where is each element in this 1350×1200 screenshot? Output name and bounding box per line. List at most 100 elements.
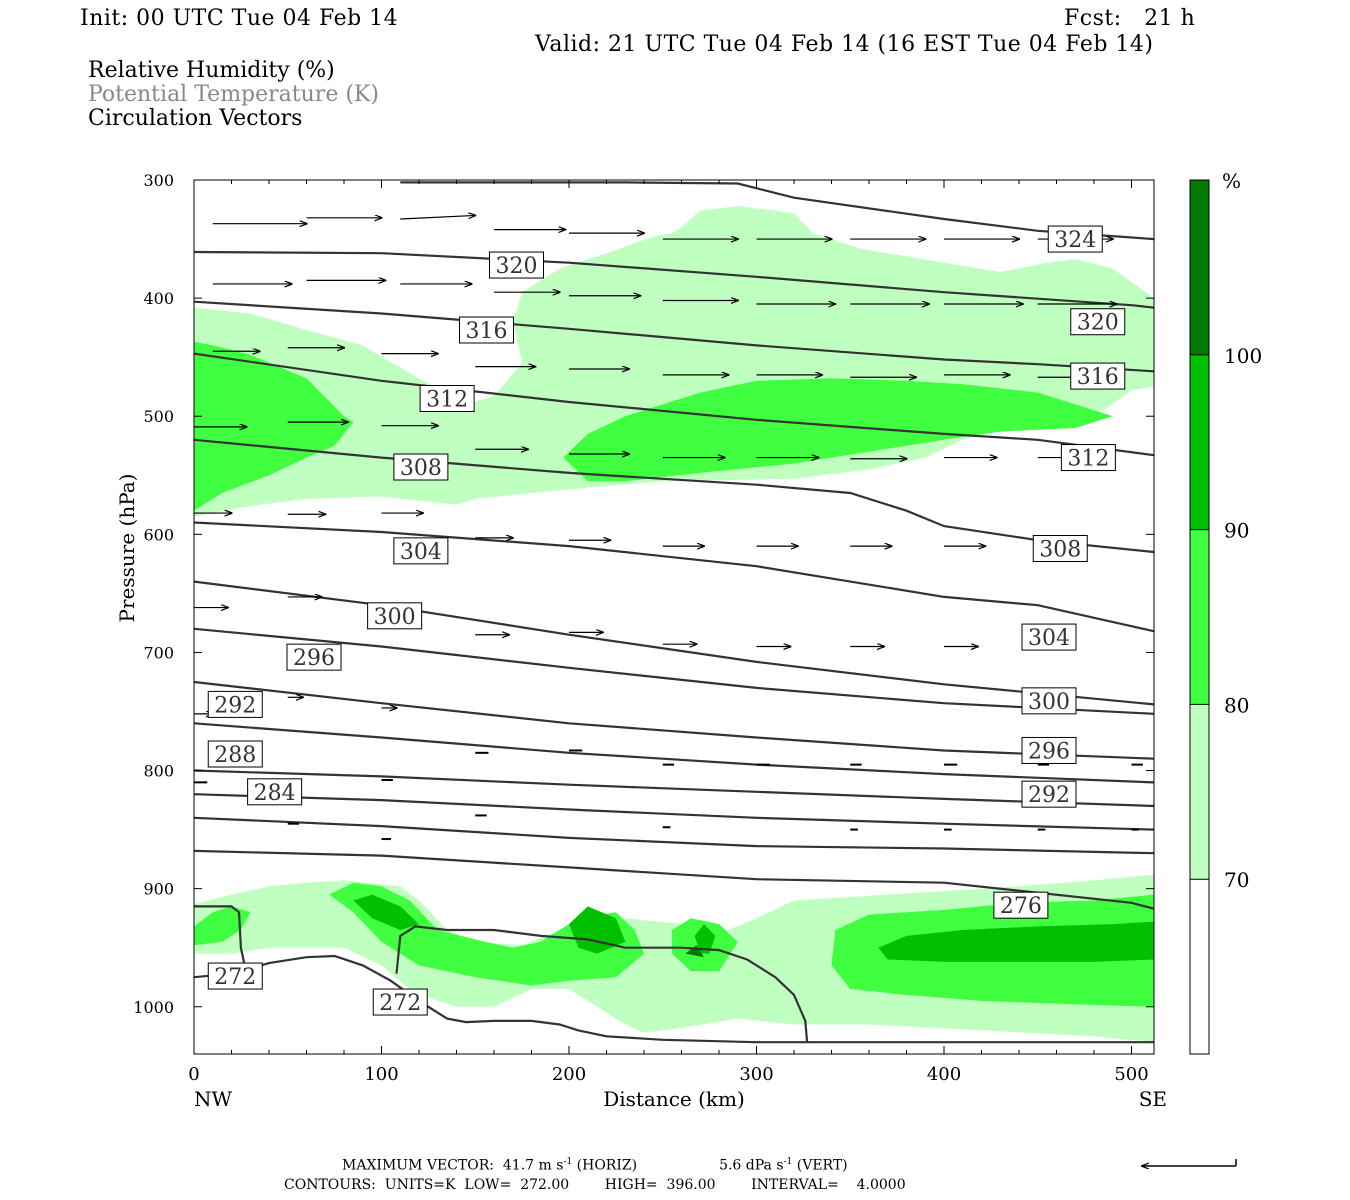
theta-label-box-2 <box>1070 308 1126 336</box>
theta-label-box-11 <box>367 602 423 630</box>
y-tick-label-900: 900 <box>143 880 174 899</box>
theta-contour-300-10 <box>194 580 1154 706</box>
colorbar-label-80: 80 <box>1224 693 1249 717</box>
rh-region-80-4 <box>194 906 251 946</box>
theta-contour-labels: 324 320 320 316 316 312 312 308 308 304 304 300 300 2… <box>207 225 1126 1016</box>
theta-label-308-7: 308 <box>400 456 442 481</box>
theta-label-304-10: 304 <box>1028 626 1070 651</box>
y-tick-label-500: 500 <box>143 407 174 426</box>
max-vector-horiz: MAXIMUM VECTOR: 41.7 m s <box>342 1157 564 1174</box>
theta-label-box-5 <box>419 385 475 412</box>
field-label-theta: Potential Temperature (K) <box>88 82 379 107</box>
theta-contour-284-6 <box>194 769 1154 808</box>
reference-vector <box>1142 1159 1237 1166</box>
theta-contour-272-2 <box>395 925 809 1043</box>
theta-label-292-15: 292 <box>214 693 256 718</box>
theta-label-box-7 <box>393 453 449 481</box>
theta-label-300-12: 300 <box>1028 690 1070 715</box>
axes: 0 100 200 300 400 500 300 400 500 600 700 800 900 100… <box>133 171 1154 1085</box>
theta-label-box-0 <box>1047 225 1103 253</box>
theta-label-316-3: 316 <box>466 319 508 344</box>
theta-label-308-8: 308 <box>1039 537 1081 562</box>
colorbar-frame <box>1189 179 1210 1055</box>
rh-region-100-12 <box>685 945 704 958</box>
valid-time: Valid: 21 UTC Tue 04 Feb 14 (16 EST Tue … <box>535 32 1154 57</box>
contours-info: CONTOURS: UNITS=K LOW= 272.00 HIGH= 396.… <box>284 1177 906 1193</box>
theta-contour-320-15 <box>194 250 1154 309</box>
exp-horiz: -1 <box>563 1157 573 1167</box>
theta-label-box-15 <box>207 690 263 718</box>
theta-label-box-20 <box>207 962 263 990</box>
theta-label-292-16: 292 <box>1028 783 1070 808</box>
colorbar-segment-3 <box>1190 704 1209 880</box>
theta-label-box-17 <box>207 740 263 768</box>
horiz-tag: (HORIZ) <box>572 1157 638 1174</box>
rh-region-90-10 <box>694 924 716 954</box>
theta-label-box-1 <box>489 251 544 279</box>
theta-label-316-4: 316 <box>1077 365 1119 390</box>
rh-region-90-11 <box>878 921 1154 962</box>
plot-frame <box>193 179 1155 1055</box>
x-tick-label-0: 0 <box>188 1064 199 1085</box>
rh-region-80-1 <box>194 341 354 511</box>
y-tick-label-1000: 1000 <box>133 998 174 1017</box>
rh-region-90-8 <box>353 894 419 930</box>
theta-label-box-21 <box>372 988 428 1016</box>
theta-label-box-19 <box>993 891 1049 919</box>
x-tick-label-500: 500 <box>1114 1064 1148 1085</box>
theta-label-324-0: 324 <box>1054 228 1096 253</box>
y-tick-label-700: 700 <box>143 643 174 662</box>
theta-label-box-18 <box>247 778 303 806</box>
max-vector-vert: 5.6 dPa s <box>719 1157 784 1174</box>
theta-label-box-4 <box>1070 362 1126 390</box>
x-tick-label-200: 200 <box>552 1064 586 1085</box>
init-time: Init: 00 UTC Tue 04 Feb 14 <box>80 6 399 31</box>
theta-contour-unlabeled-4 <box>194 816 1154 855</box>
theta-label-276-19: 276 <box>1000 894 1042 919</box>
theta-contour-292-8 <box>194 680 1154 760</box>
field-label-rh: Relative Humidity (%) <box>88 58 335 83</box>
theta-label-272-21: 272 <box>379 991 421 1016</box>
rh-region-90-9 <box>569 906 626 954</box>
theta-label-320-2: 320 <box>1077 311 1119 336</box>
theta-label-312-6: 312 <box>1067 447 1109 472</box>
colorbar-segment-1 <box>1190 354 1209 530</box>
theta-label-312-5: 312 <box>426 388 468 413</box>
theta-label-288-17: 288 <box>214 743 256 768</box>
theta-label-box-12 <box>1021 687 1077 715</box>
theta-label-296-14: 296 <box>1028 739 1070 764</box>
y-tick-label-300: 300 <box>143 171 174 190</box>
rh-region-80-2 <box>563 378 1113 482</box>
rh-shading <box>194 206 1154 1043</box>
exp-vert: -1 <box>783 1157 793 1167</box>
x-axis-label: Distance (km) <box>603 1087 745 1111</box>
theta-label-box-16 <box>1021 780 1077 808</box>
theta-contour-324-16 <box>400 181 1154 241</box>
theta-label-box-14 <box>1021 736 1077 764</box>
theta-contour-276-3 <box>194 849 1154 910</box>
theta-label-box-13 <box>286 643 342 671</box>
x-tick-label-400: 400 <box>927 1064 961 1085</box>
y-axis-label: Pressure (hPa) <box>115 474 139 623</box>
y-tick-label-400: 400 <box>143 289 174 308</box>
theta-label-300-11: 300 <box>374 605 416 630</box>
x-tick-label-300: 300 <box>739 1064 773 1085</box>
colorbar-label-90: 90 <box>1224 519 1249 543</box>
vector-2 <box>400 215 475 220</box>
theta-contour-unlabeled-5 <box>194 793 1154 831</box>
theta-label-box-9 <box>393 537 449 565</box>
colorbar: 100 90 80 70 <box>1189 179 1262 1055</box>
theta-contour-304-11 <box>194 521 1154 633</box>
vert-tag: (VERT) <box>792 1157 848 1174</box>
theta-contour-316-14 <box>194 300 1154 373</box>
colorbar-label-100: 100 <box>1224 344 1262 368</box>
theta-label-box-6 <box>1060 444 1116 472</box>
theta-label-304-9: 304 <box>400 540 442 565</box>
x-end-label-right: SE <box>1139 1087 1167 1111</box>
x-tick-label-100: 100 <box>364 1064 398 1085</box>
field-label-vectors: Circulation Vectors <box>88 106 303 131</box>
theta-label-box-10 <box>1021 623 1077 651</box>
theta-contours <box>194 181 1154 1044</box>
colorbar-label-70: 70 <box>1224 868 1249 892</box>
theta-contour-312-13 <box>194 352 1154 457</box>
